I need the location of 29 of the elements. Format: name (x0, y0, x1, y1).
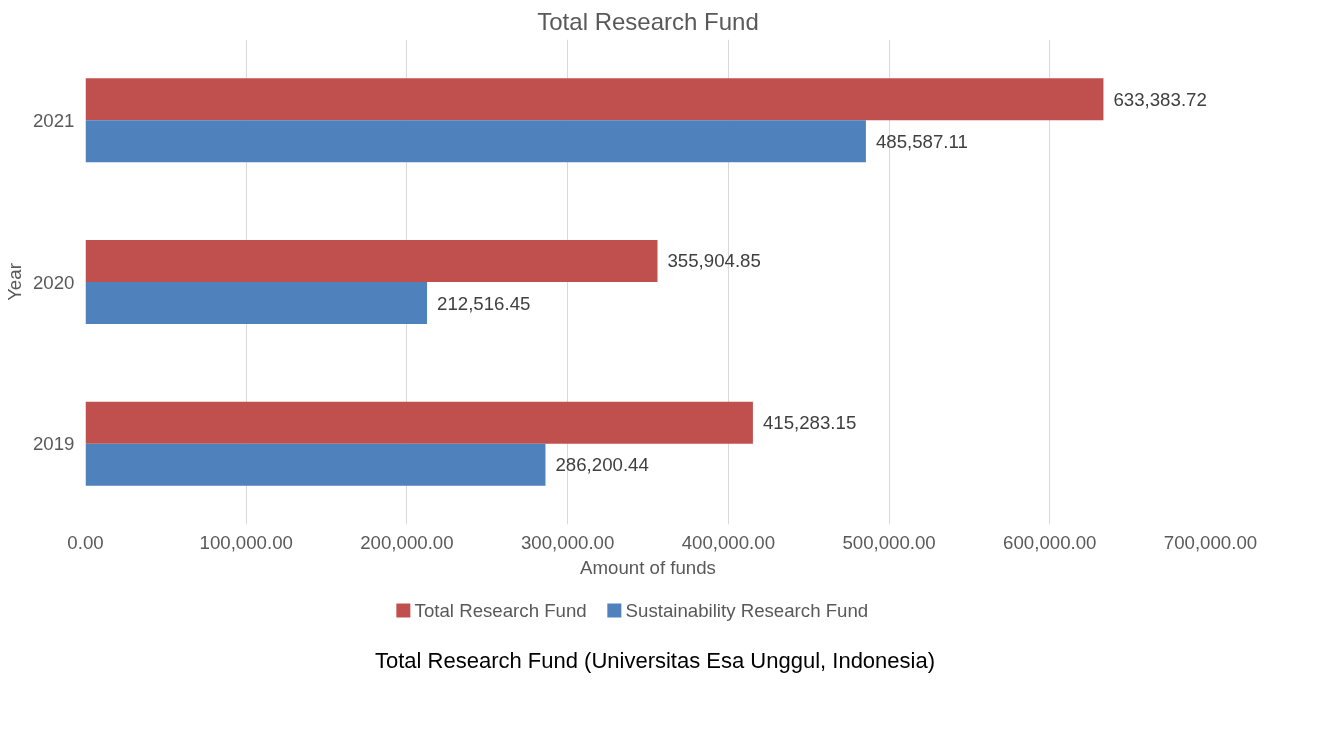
legend-label: Sustainability Research Fund (625, 600, 869, 621)
bar (85, 239, 658, 282)
y-tick-label: 2020 (33, 271, 75, 293)
data-label: 485,587.11 (875, 130, 968, 152)
x-tick-label: 0.00 (67, 531, 104, 553)
x-tick-label: 300,000.00 (520, 531, 615, 553)
x-tick-label: 200,000.00 (360, 531, 454, 553)
x-tick-label: 100,000.00 (199, 531, 293, 553)
x-tick-label: 400,000.00 (681, 531, 776, 553)
x-tick-label: 600,000.00 (1003, 531, 1097, 553)
bar (85, 78, 1104, 121)
y-tick-label: 2021 (33, 109, 75, 131)
x-tick-label: 500,000.00 (842, 531, 936, 553)
data-label: 286,200.44 (555, 454, 649, 476)
data-label: 633,383.72 (1113, 88, 1207, 110)
bar (85, 443, 546, 486)
y-tick-label: 2019 (33, 433, 75, 455)
data-label: 212,516.45 (437, 292, 531, 314)
y-axis-title: Year (4, 263, 25, 301)
chart-title: Total Research Fund (537, 7, 759, 35)
bar (85, 401, 753, 444)
x-tick-label: 700,000.00 (1163, 531, 1258, 553)
data-label: 355,904.85 (667, 250, 761, 272)
text: Total Research Fund (Universitas Esa Unggul, Indonesia) (374, 647, 936, 675)
data-label: 415,283.15 (762, 412, 857, 434)
bar (85, 120, 866, 163)
bar (85, 282, 428, 325)
x-axis-title: Amount of funds (580, 556, 716, 578)
legend-label: Total Research Fund (414, 600, 587, 621)
